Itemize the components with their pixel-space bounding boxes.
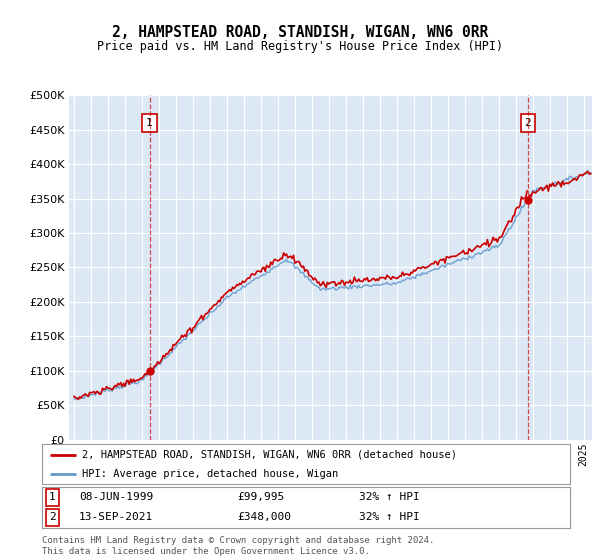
Text: 1: 1 [146,118,153,128]
Text: Price paid vs. HM Land Registry's House Price Index (HPI): Price paid vs. HM Land Registry's House … [97,40,503,53]
Text: 13-SEP-2021: 13-SEP-2021 [79,512,153,522]
Text: 2: 2 [49,512,56,522]
Text: HPI: Average price, detached house, Wigan: HPI: Average price, detached house, Wiga… [82,469,338,478]
Text: Contains HM Land Registry data © Crown copyright and database right 2024.
This d: Contains HM Land Registry data © Crown c… [42,536,434,556]
Text: £99,995: £99,995 [238,492,284,502]
Text: 32% ↑ HPI: 32% ↑ HPI [359,492,419,502]
Text: 2, HAMPSTEAD ROAD, STANDISH, WIGAN, WN6 0RR: 2, HAMPSTEAD ROAD, STANDISH, WIGAN, WN6 … [112,25,488,40]
Text: 2: 2 [524,118,531,128]
Text: £348,000: £348,000 [238,512,292,522]
Text: 2, HAMPSTEAD ROAD, STANDISH, WIGAN, WN6 0RR (detached house): 2, HAMPSTEAD ROAD, STANDISH, WIGAN, WN6 … [82,450,457,460]
Text: 32% ↑ HPI: 32% ↑ HPI [359,512,419,522]
Text: 08-JUN-1999: 08-JUN-1999 [79,492,153,502]
Text: 1: 1 [49,492,56,502]
